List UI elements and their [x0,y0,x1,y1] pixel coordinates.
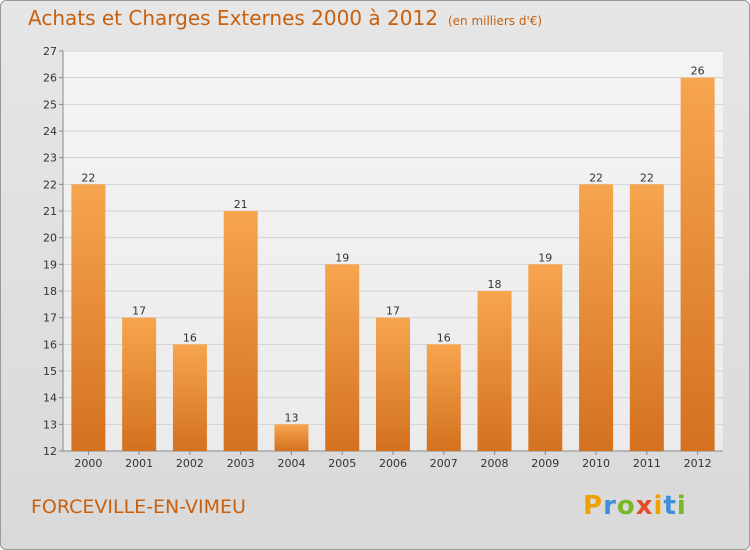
bar-2004 [274,424,309,451]
x-tick-label: 2008 [481,457,509,470]
logo-letter: x [635,491,654,521]
y-tick-label: 18 [43,285,57,298]
logo-letter: t [663,491,677,521]
y-tick-label: 13 [43,418,57,431]
bar-2012 [680,77,715,452]
data-label: 16 [183,331,197,344]
bar-2005 [325,264,360,451]
y-tick-label: 14 [43,392,57,405]
bar-2001 [122,317,157,451]
y-tick-label: 12 [43,445,57,458]
bar-2006 [376,317,410,451]
x-tick-label: 2001 [125,457,153,470]
x-tick-label: 2006 [379,457,407,470]
commune-name: FORCEVILLE-EN-VIMEU [31,496,246,518]
y-tick-label: 24 [43,125,57,138]
x-tick-label: 2009 [531,457,559,470]
x-tick-label: 2003 [227,457,255,470]
logo-letter: i [676,491,687,521]
logo-letter: P [583,491,604,521]
y-tick-label: 20 [43,232,57,245]
x-tick-label: 2004 [277,457,305,470]
x-tick-label: 2011 [633,457,661,470]
bar-2011 [629,184,664,452]
data-label: 22 [589,171,603,184]
logo-letter: r [603,491,617,521]
y-tick-label: 27 [43,45,57,58]
x-tick-label: 2000 [74,457,102,470]
chart-title: Achats et Charges Externes 2000 à 2012 (e… [28,6,542,30]
logo-letter: o [616,491,636,521]
bar-2007 [426,344,461,451]
data-label: 26 [691,65,705,78]
data-label: 13 [284,411,298,424]
logo-letter: i [653,491,664,521]
data-label: 22 [81,171,95,184]
y-tick-label: 15 [43,365,57,378]
bar-2010 [579,184,614,452]
y-tick-label: 17 [43,312,57,325]
proxiti-logo: Proxiti [583,491,687,521]
y-tick-label: 23 [43,152,57,165]
data-label: 17 [132,305,146,318]
data-label: 19 [538,251,552,264]
data-label: 21 [234,198,248,211]
data-label: 18 [488,278,502,291]
x-tick-label: 2005 [328,457,356,470]
bar-2000 [71,184,106,452]
data-label: 16 [437,331,451,344]
y-tick-label: 25 [43,98,57,111]
data-label: 22 [640,171,654,184]
x-tick-label: 2010 [582,457,610,470]
bar-2003 [223,211,258,451]
bar-2008 [477,291,512,451]
y-tick-label: 21 [43,205,57,218]
y-tick-label: 26 [43,72,57,85]
y-tick-label: 19 [43,258,57,271]
x-tick-label: 2002 [176,457,204,470]
x-tick-label: 2012 [684,457,712,470]
bar-2002 [172,344,207,451]
y-tick-label: 16 [43,338,57,351]
data-label: 19 [335,251,349,264]
bar-2009 [528,264,563,451]
chart-subtitle: (en milliers d'€) [447,14,543,28]
x-tick-label: 2007 [430,457,458,470]
data-label: 17 [386,305,400,318]
y-tick-label: 22 [43,178,57,191]
chart-title-text: Achats et Charges Externes 2000 à 2012 [28,6,438,30]
